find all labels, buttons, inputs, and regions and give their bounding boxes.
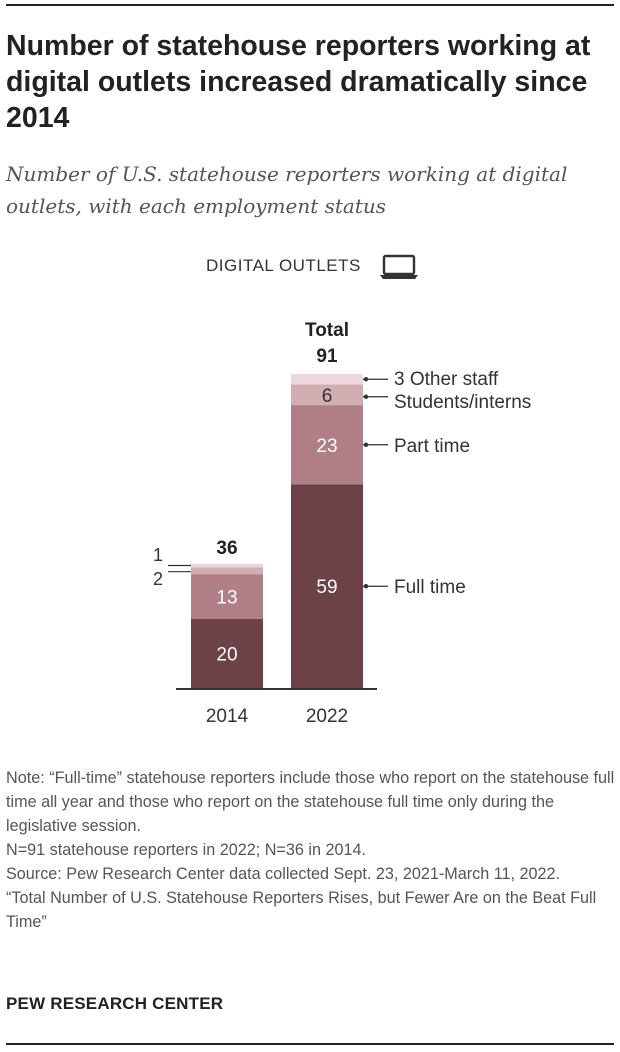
legend-label-full-time: Full time [394,577,466,598]
chart-subtitle: Number of U.S. statehouse reporters work… [6,162,568,218]
legend-label-other-staff: 3 Other staff [394,369,499,390]
data-label-2014-other-staff: 1 [153,545,163,565]
data-label-2014-0: 20 [216,645,237,666]
legend-dot-other-staff [363,377,369,382]
data-label-2014-1: 13 [216,588,237,609]
legend-dot-full-time [363,584,369,589]
report-title: “Total Number of U.S. Statehouse Reporte… [6,889,597,931]
x-tick-label-2022: 2022 [306,706,348,727]
total-label-2022: 91 [316,346,338,367]
bar-segment-students-interns-2014 [191,567,263,575]
bar-segment-students-interns-2022 [291,384,363,406]
top-rule [6,4,614,6]
notes-block: Note: “Full-time” statehouse reporters i… [6,766,618,934]
legend-dot-part-time [363,442,369,447]
bar-segment-part-time-2014 [191,574,263,619]
data-label-2022-2: 6 [322,386,333,407]
total-word-label: Total [305,320,349,341]
laptop-icon [380,254,418,279]
bar-segment-part-time-2022 [291,405,363,485]
legend-dot-students-interns [363,394,369,399]
brand-name: PEW RESEARCH CENTER [6,994,224,1013]
data-label-2022-1: 23 [316,436,337,457]
bar-segment-full-time-2014 [191,619,263,688]
legend-label-part-time: Part time [394,436,470,457]
x-tick-label-2014: 2014 [206,706,249,727]
bar-segment-full-time-2022 [291,484,363,688]
data-label-2014-students: 2 [153,569,163,589]
chart-title: Number of statehouse reporters working a… [6,30,591,134]
stacked-bar-chart: 2014 2022 20 13 59 23 6 36 Total 91 1 2 Full time Par… [153,320,531,727]
sample-text: N=91 statehouse reporters in 2022; N=36 … [6,841,366,859]
legend-label-students-interns: Students/interns [394,392,531,413]
source-text: Source: Pew Research Center data collect… [6,865,560,883]
note-text: Note: “Full-time” statehouse reporters i… [6,769,615,835]
bottom-rule [6,1043,614,1045]
panel-label: DIGITAL OUTLETS [206,256,361,275]
bar-segment-other-staff-2014 [191,563,263,568]
bar-segment-other-staff-2022 [291,374,363,385]
total-label-2014: 36 [216,538,237,559]
data-label-2022-0: 59 [316,577,337,598]
